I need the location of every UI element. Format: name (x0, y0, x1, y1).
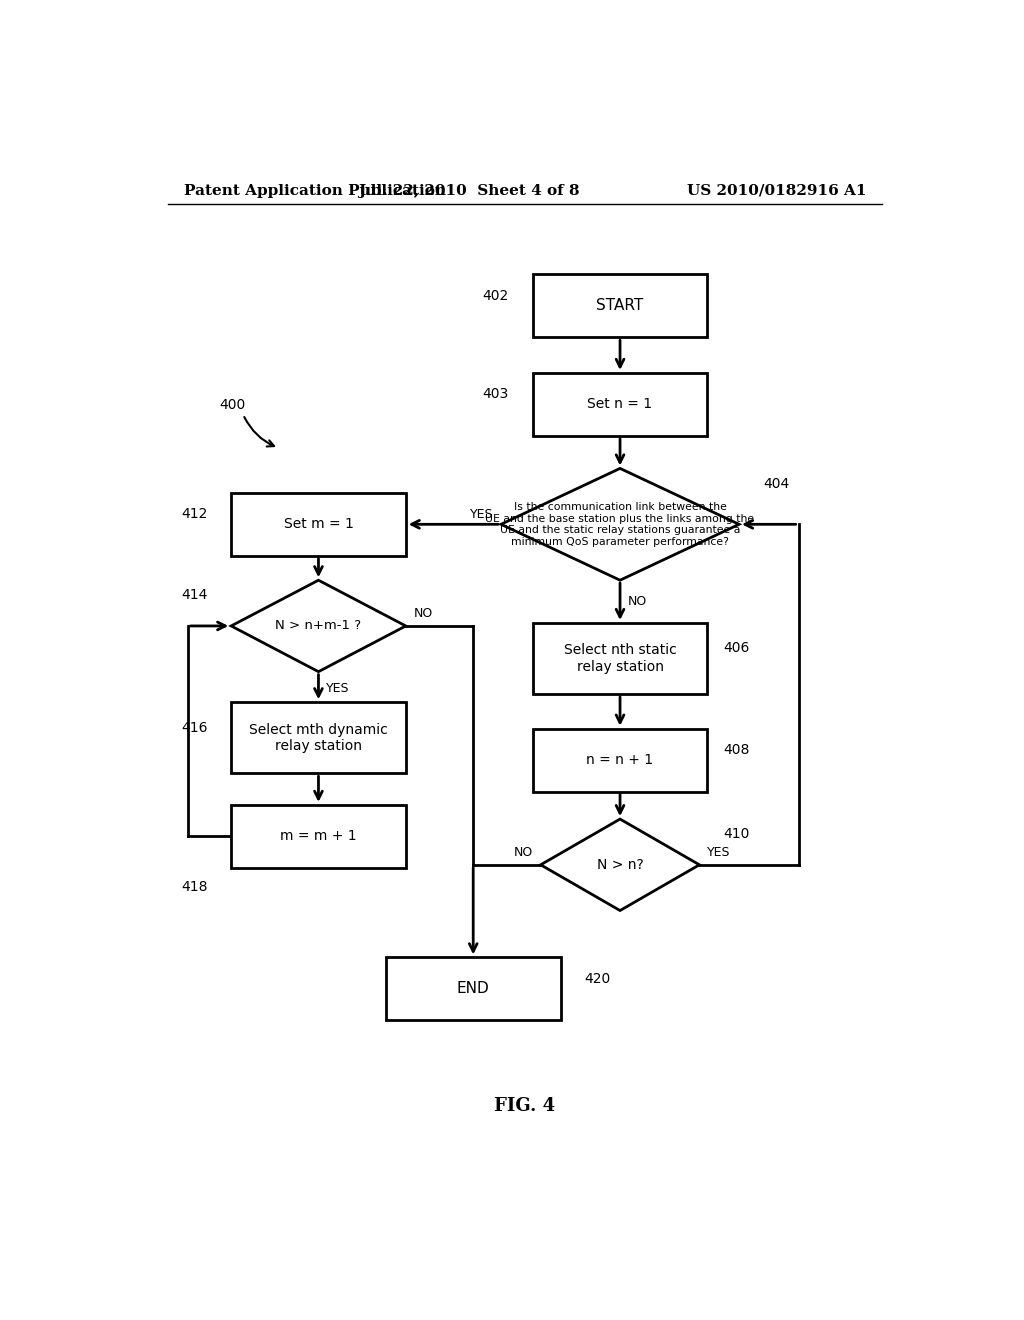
Text: 412: 412 (181, 507, 207, 521)
Text: Set n = 1: Set n = 1 (588, 397, 652, 412)
Text: NO: NO (628, 595, 647, 609)
Text: Select nth static
relay station: Select nth static relay station (563, 643, 677, 673)
Polygon shape (541, 818, 699, 911)
FancyBboxPatch shape (386, 957, 560, 1020)
Text: FIG. 4: FIG. 4 (495, 1097, 555, 1114)
Text: 418: 418 (181, 880, 207, 894)
Text: 410: 410 (723, 828, 750, 841)
Text: 402: 402 (482, 289, 509, 302)
FancyBboxPatch shape (532, 623, 708, 694)
Text: YES: YES (327, 682, 350, 694)
Text: m = m + 1: m = m + 1 (281, 829, 356, 843)
Text: N > n?: N > n? (597, 858, 643, 871)
Text: Set m = 1: Set m = 1 (284, 517, 353, 532)
Text: 404: 404 (763, 477, 790, 491)
Text: Is the communication link between the
UE and the base station plus the links amo: Is the communication link between the UE… (485, 502, 755, 546)
Text: 414: 414 (181, 589, 207, 602)
Text: N > n+m-1 ?: N > n+m-1 ? (275, 619, 361, 632)
Text: NO: NO (513, 846, 532, 859)
FancyBboxPatch shape (231, 805, 406, 867)
Text: 403: 403 (482, 387, 509, 401)
Text: 406: 406 (723, 642, 750, 655)
Text: n = n + 1: n = n + 1 (587, 754, 653, 767)
Text: YES: YES (708, 846, 731, 859)
FancyBboxPatch shape (231, 492, 406, 556)
Text: YES: YES (470, 508, 494, 520)
FancyBboxPatch shape (532, 275, 708, 338)
Text: Jul. 22, 2010  Sheet 4 of 8: Jul. 22, 2010 Sheet 4 of 8 (358, 183, 580, 198)
Text: 400: 400 (219, 399, 246, 412)
Text: US 2010/0182916 A1: US 2010/0182916 A1 (686, 183, 866, 198)
Polygon shape (231, 581, 406, 672)
Text: 416: 416 (181, 721, 207, 735)
Text: 408: 408 (723, 743, 750, 756)
FancyBboxPatch shape (532, 372, 708, 436)
Polygon shape (501, 469, 739, 581)
FancyBboxPatch shape (532, 729, 708, 792)
Text: NO: NO (414, 607, 433, 620)
FancyBboxPatch shape (231, 702, 406, 774)
Text: END: END (457, 981, 489, 997)
Text: START: START (596, 298, 644, 313)
Text: 420: 420 (585, 972, 610, 986)
Text: Select mth dynamic
relay station: Select mth dynamic relay station (249, 722, 388, 752)
Text: Patent Application Publication: Patent Application Publication (183, 183, 445, 198)
